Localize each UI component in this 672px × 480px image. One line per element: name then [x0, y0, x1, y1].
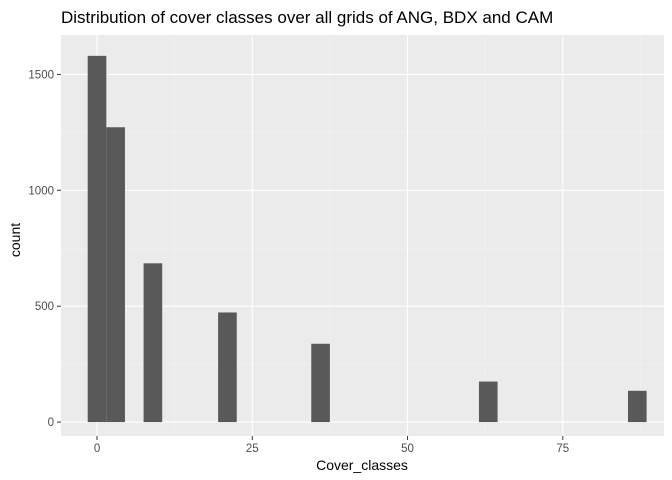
- y-axis-title: count: [7, 223, 23, 257]
- histogram-bar: [627, 390, 647, 423]
- y-tick-label: 1000: [28, 185, 54, 197]
- y-tick-label: 1500: [28, 69, 54, 81]
- y-tick-label: 500: [35, 301, 54, 313]
- minor-gridlines: [61, 35, 664, 436]
- histogram-bar: [87, 55, 107, 423]
- x-axis: 0 25 50 75: [94, 436, 569, 455]
- histogram-bar: [311, 343, 330, 423]
- histogram-bars: [87, 55, 647, 423]
- x-tick-label: 25: [246, 443, 259, 455]
- y-tick-label: 0: [48, 417, 54, 429]
- x-tick-label: 75: [556, 443, 569, 455]
- y-axis: 0 500 1000 1500: [28, 69, 61, 429]
- x-tick-label: 50: [401, 443, 414, 455]
- histogram-bar: [143, 263, 163, 423]
- histogram-bar: [218, 312, 237, 423]
- histogram-bar: [106, 127, 125, 423]
- x-axis-title: Cover_classes: [316, 457, 408, 473]
- x-tick-label: 0: [94, 443, 100, 455]
- histogram-bar: [478, 381, 498, 423]
- chart-title: Distribution of cover classes over all g…: [61, 8, 553, 27]
